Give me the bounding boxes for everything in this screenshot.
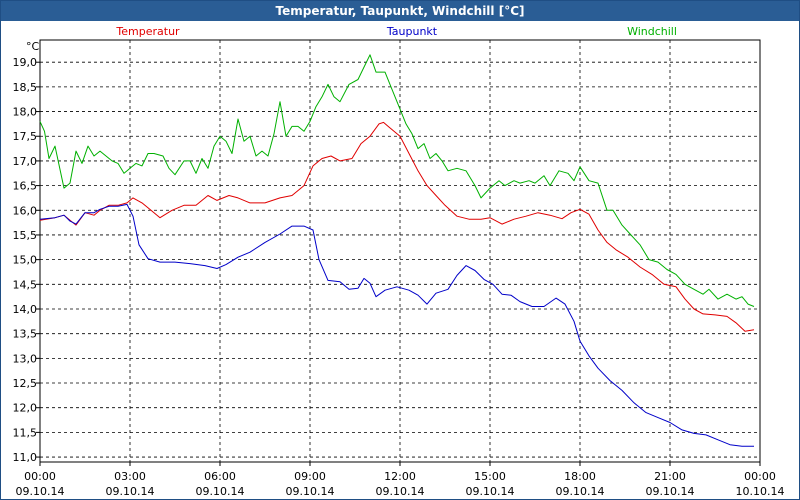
x-tick-date: 09.10.14 [286,485,335,498]
legend-item-windchill: Windchill [627,25,677,38]
y-tick-label: 14,5 [13,278,38,291]
legend-item-taupunkt: Taupunkt [386,25,438,38]
chart-title: Temperatur, Taupunkt, Windchill [°C] [1,1,799,21]
y-tick-label: 12,5 [13,377,38,390]
y-tick-label: 13,0 [13,352,38,365]
x-tick-time: 21:00 [654,470,686,483]
x-tick-time: 15:00 [474,470,506,483]
x-axis: 00:00 09.10.14 03:00 09.10.14 06:00 09.10.14 0… [16,462,785,498]
y-tick-label: 13,5 [13,328,38,341]
y-tick-label: 18,5 [13,81,38,94]
x-tick-date: 09.10.14 [196,485,245,498]
legend: Temperatur Taupunkt Windchill [115,25,677,38]
y-tick-label: 18,0 [13,106,38,119]
y-tick-label: 15,5 [13,229,38,242]
x-tick-time: 09:00 [294,470,326,483]
series-lines [39,54,755,447]
x-tick-date: 09.10.14 [556,485,605,498]
x-tick-time: 00:00 [24,470,56,483]
y-tick-label: 12,0 [13,402,38,415]
x-tick-date: 09.10.14 [646,485,695,498]
x-tick-date: 09.10.14 [106,485,155,498]
y-tick-label: 17,0 [13,155,38,168]
x-tick-date: 09.10.14 [16,485,65,498]
y-tick-label: 16,5 [13,180,38,193]
x-tick-date: 09.10.14 [466,485,515,498]
x-tick-time: 03:00 [114,470,146,483]
y-tick-label: 14,0 [13,303,38,316]
x-tick-time: 12:00 [384,470,416,483]
y-tick-label: 15,0 [13,254,38,267]
x-tick-date: 09.10.14 [376,485,425,498]
x-tick-date: 10.10.14 [736,485,785,498]
y-axis: 11,0 11,5 12,0 12,5 13,0 13,5 14,0 14,5 15,0 15,5… [13,40,40,464]
series-line-taupunkt [39,203,754,447]
y-tick-label: 19,0 [13,56,38,69]
legend-item-temperatur: Temperatur [115,25,180,38]
y-tick-label: 11,0 [13,451,38,464]
y-tick-label: 17,5 [13,130,38,143]
x-tick-time: 18:00 [564,470,596,483]
x-tick-time: 06:00 [204,470,236,483]
y-tick-label: 16,0 [13,204,38,217]
series-line-temperatur [39,121,755,332]
y-tick-label: 11,5 [13,426,38,439]
series-line-windchill [39,54,755,307]
y-axis-unit: °C [26,40,40,53]
grid-lines [40,40,760,462]
x-tick-time: 00:00 [744,470,776,483]
